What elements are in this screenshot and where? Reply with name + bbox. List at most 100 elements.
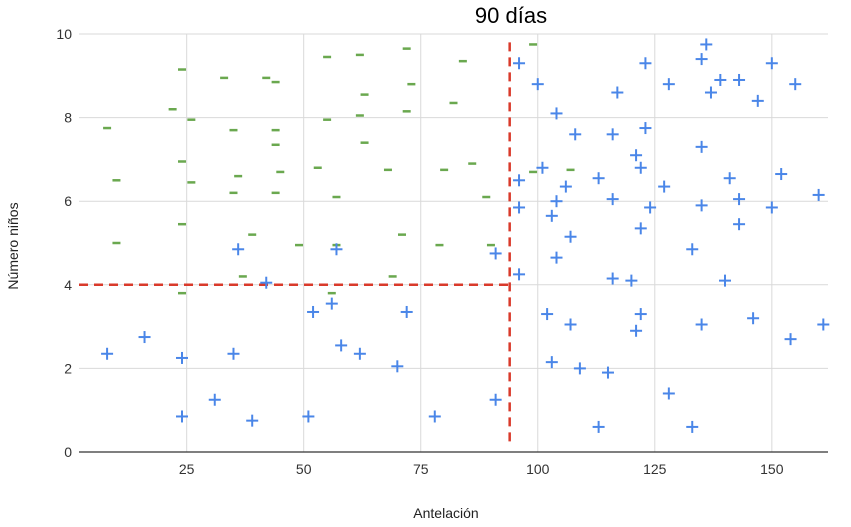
plus-point [662,387,675,400]
plus-point [634,161,647,174]
x-tick-label: 125 [643,461,667,477]
plus-point [606,193,619,206]
plus-point [606,128,619,141]
plus-point [325,297,338,310]
plus-point [658,180,671,193]
plus-point [573,362,586,375]
plus-point [227,347,240,360]
plus-point [723,172,736,185]
plus-point [307,305,320,318]
plus-point [639,122,652,135]
plus-point [695,199,708,212]
plus-point [817,318,830,331]
plus-point [765,57,778,70]
plus-point [592,420,605,433]
plus-point [644,201,657,214]
plus-point [564,318,577,331]
plus-point [545,209,558,222]
plus-point [686,420,699,433]
y-tick-label: 10 [56,26,72,42]
plus-point [704,86,717,99]
plus-point [630,324,643,337]
plus-point [246,414,259,427]
plus-point [611,86,624,99]
plus-point [601,366,614,379]
plus-point [569,128,582,141]
plus-point [208,393,221,406]
plus-point [634,222,647,235]
x-tick-label: 50 [296,461,312,477]
plus-point [700,38,713,51]
plus-point [789,78,802,91]
plus-point [302,410,315,423]
plus-point [775,168,788,181]
plus-point [662,78,675,91]
plus-point [400,305,413,318]
plus-point [564,230,577,243]
plus-point [550,195,563,208]
plus-point [550,107,563,120]
x-tick-label: 150 [760,461,784,477]
plus-point [531,78,544,91]
plus-point [695,318,708,331]
plus-point [513,268,526,281]
plus-point [489,247,502,260]
plus-point [751,94,764,107]
plus-point [353,347,366,360]
plus-point [592,172,605,185]
plus-point [545,356,558,369]
y-tick-label: 8 [64,110,72,126]
plus-point [695,53,708,66]
plus-point [639,57,652,70]
axis-layer: 0 2 4 6 8 10 25 50 75 100 125 150 [56,26,828,477]
plus-point [606,272,619,285]
grid-layer [79,33,828,452]
plus-point [765,201,778,214]
plus-point [138,331,151,344]
y-tick-label: 6 [64,193,72,209]
plus-point [733,218,746,231]
plus-point [719,274,732,287]
plus-point [335,339,348,352]
points-layer [101,38,830,433]
y-axis-label: Número niños [5,202,21,289]
plus-point [559,180,572,193]
plus-point [541,308,554,321]
x-tick-label: 100 [526,461,550,477]
x-tick-label: 75 [413,461,429,477]
plus-point [536,161,549,174]
plus-point [513,57,526,70]
plus-point [513,201,526,214]
plus-point [634,308,647,321]
x-axis-label: Antelación [413,505,478,521]
y-tick-label: 0 [64,444,72,460]
plus-point [330,243,343,256]
plus-point [625,274,638,287]
reference-lines [79,42,511,444]
plus-point [686,243,699,256]
y-tick-label: 2 [64,360,72,376]
x-tick-label: 25 [179,461,195,477]
plus-point [513,174,526,187]
plus-point [812,188,825,201]
plus-point [784,333,797,346]
plus-point [101,347,114,360]
plus-point [695,140,708,153]
plus-point [550,251,563,264]
plus-point [391,360,404,373]
plus-point [630,149,643,162]
chart-title: 90 días [475,3,547,28]
y-tick-label: 4 [64,277,72,293]
plus-point [747,312,760,325]
plus-point [733,73,746,86]
plus-point [489,393,502,406]
plus-point [175,410,188,423]
plus-point [260,276,273,289]
plus-point [428,410,441,423]
plus-point [733,193,746,206]
plus-point [714,73,727,86]
plus-point [175,351,188,364]
plus-point [232,243,245,256]
